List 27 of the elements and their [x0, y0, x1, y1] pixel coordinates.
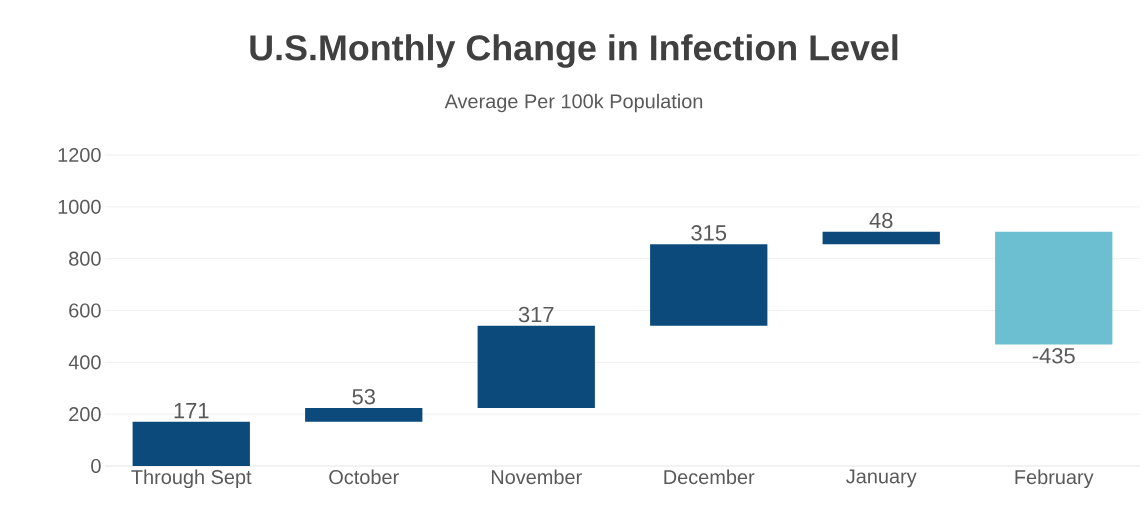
y-tick-label: 200 [69, 407, 101, 422]
x-tick-label: February [1015, 469, 1094, 489]
y-tick-label: 1200 [58, 147, 101, 163]
y-tick-label: 1000 [58, 199, 101, 214]
bar [995, 231, 1113, 345]
bar [650, 244, 768, 326]
x-tick-label: January [846, 469, 917, 488]
data-label: -435 [1032, 347, 1075, 364]
chart-subtitle: Average Per 100k Population [444, 93, 703, 113]
bar [305, 407, 423, 422]
data-label: 48 [869, 212, 893, 229]
y-tick-label: 800 [69, 251, 101, 266]
y-tick-label: 400 [68, 355, 101, 370]
bar [132, 421, 250, 466]
data-label: 315 [691, 225, 727, 241]
bar [822, 231, 940, 245]
x-tick-label: October [329, 469, 399, 485]
data-label: 171 [174, 403, 209, 419]
y-tick-label: 600 [69, 303, 101, 318]
bar [477, 325, 595, 408]
data-label: 53 [352, 388, 375, 405]
data-label: 317 [518, 306, 554, 323]
x-tick-label: November [491, 469, 582, 485]
x-tick-label: December [664, 469, 755, 485]
x-tick-label: Through Sept [131, 469, 252, 489]
chart-title: U.S.Monthly Change in Infection Level [250, 34, 898, 68]
y-tick-label: 0 [91, 458, 101, 474]
